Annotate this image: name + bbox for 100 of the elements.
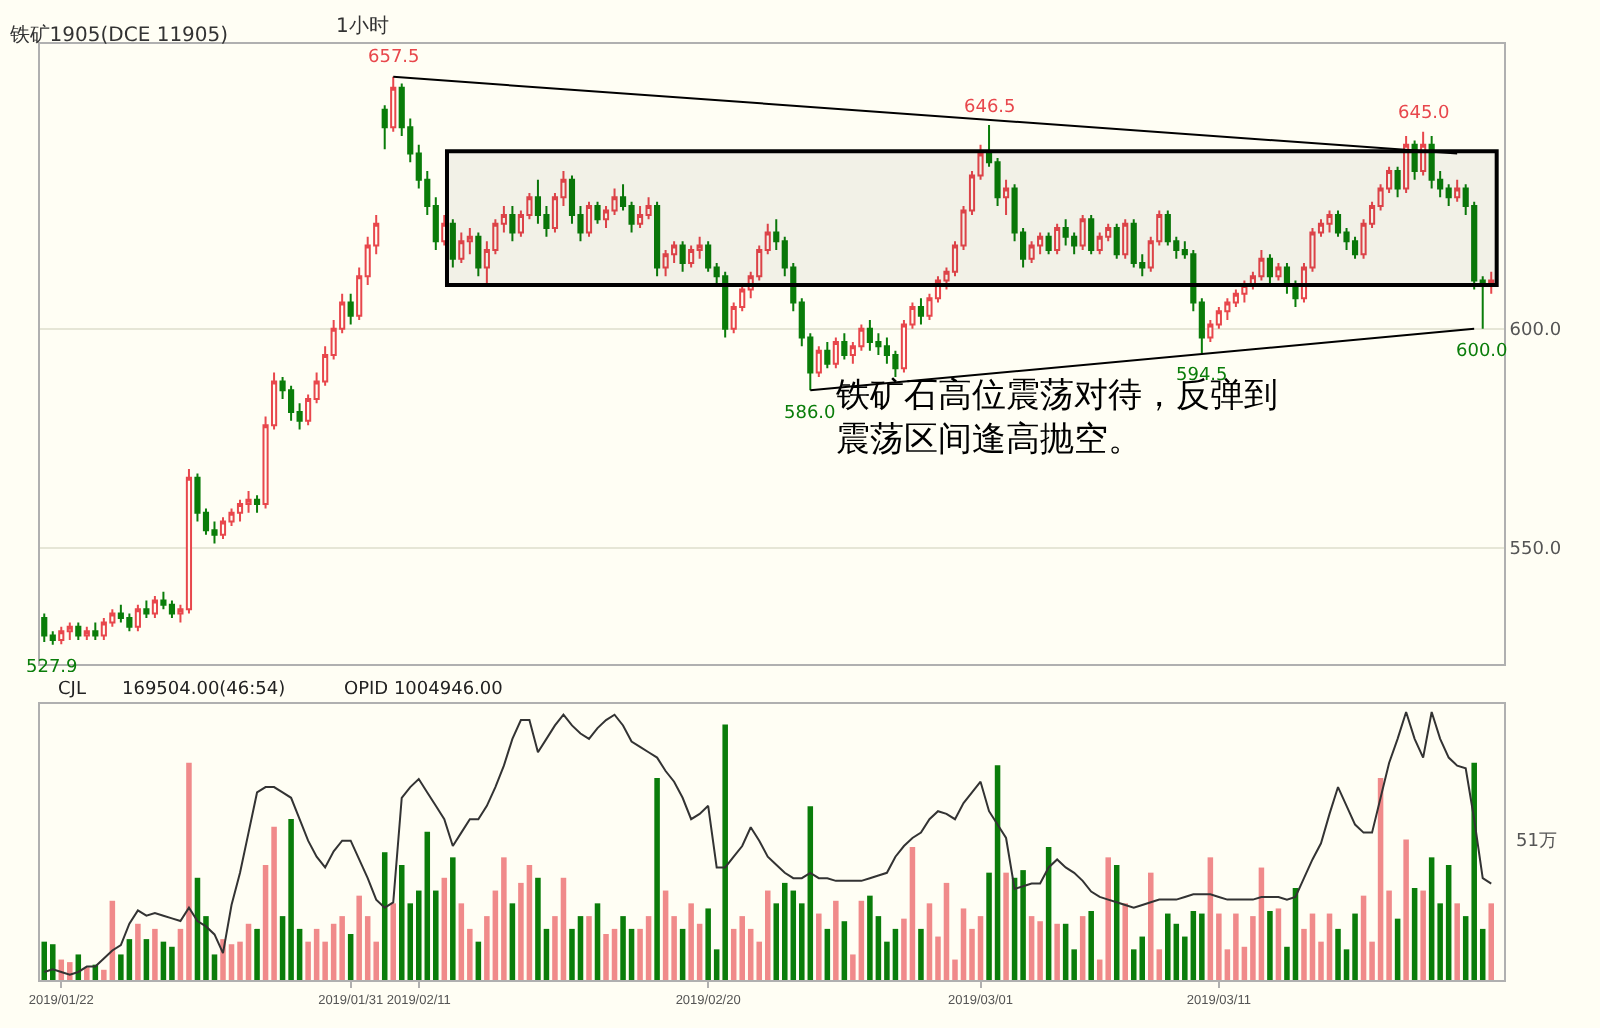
bar <box>1233 913 1239 980</box>
annotation: 646.5 <box>964 98 1016 118</box>
bar <box>841 921 848 980</box>
bar <box>450 857 456 980</box>
candlestick <box>1054 222 1061 256</box>
bar <box>271 826 277 980</box>
bar <box>611 928 618 980</box>
bar <box>1037 921 1043 980</box>
candlestick <box>75 621 82 641</box>
bar <box>960 908 967 980</box>
bar <box>356 895 362 980</box>
bar <box>1309 913 1316 980</box>
candlestick <box>41 612 48 644</box>
bar <box>1454 903 1460 980</box>
candlestick <box>1088 213 1095 256</box>
candlestick <box>288 384 295 422</box>
bar <box>509 903 516 980</box>
candlestick <box>662 248 669 278</box>
bar <box>918 928 924 980</box>
bar <box>1411 888 1418 980</box>
bar <box>228 944 235 980</box>
bar <box>1190 911 1197 980</box>
chart-subtitle: 1小时 <box>336 14 389 38</box>
candlestick <box>1420 130 1427 177</box>
bar <box>1471 762 1477 980</box>
candlestick <box>1326 209 1333 234</box>
bar <box>739 916 745 980</box>
candlestick <box>466 227 473 256</box>
candlestick <box>1351 235 1359 260</box>
candlestick <box>1130 218 1137 269</box>
bar <box>339 916 345 980</box>
candlestick <box>1079 213 1086 251</box>
candlestick <box>475 231 482 278</box>
candlestick <box>1122 218 1129 260</box>
bar <box>160 941 167 980</box>
bar <box>943 882 950 980</box>
bar <box>245 923 252 980</box>
bar <box>1275 908 1282 980</box>
bar <box>833 900 839 980</box>
bar <box>1105 857 1111 980</box>
bar <box>705 908 711 980</box>
bar <box>722 724 728 980</box>
bar <box>169 946 175 980</box>
bar <box>458 903 465 980</box>
bar <box>424 831 431 980</box>
candlestick <box>100 617 107 641</box>
bar <box>620 916 626 980</box>
annotation: 527.9 <box>26 658 79 678</box>
bar <box>892 928 899 980</box>
candlestick <box>143 599 150 619</box>
candlestick <box>66 621 73 641</box>
bar <box>398 865 405 980</box>
chart-title: 铁矿1905(DCE 11905) <box>7 22 229 47</box>
bar <box>824 928 831 980</box>
candlestick <box>449 218 456 269</box>
bar <box>313 928 320 980</box>
bar <box>679 928 686 980</box>
bar <box>535 877 541 980</box>
candlestick <box>1394 165 1401 199</box>
bar <box>501 857 507 980</box>
annotation: 586.0 <box>784 404 837 424</box>
candlestick <box>594 200 601 225</box>
candlestick <box>1241 279 1248 304</box>
candlestick <box>688 244 695 269</box>
candlestick <box>117 603 124 624</box>
candlestick <box>126 612 133 633</box>
candlestick <box>1028 240 1035 265</box>
bar <box>1003 872 1009 980</box>
candlestick <box>636 205 644 230</box>
bar <box>977 916 984 980</box>
candlestick <box>1275 262 1282 282</box>
bar <box>645 916 652 980</box>
candlestick <box>1428 135 1435 190</box>
candlestick <box>458 231 465 265</box>
bar <box>1326 913 1333 980</box>
bar <box>1199 913 1205 980</box>
candlestick <box>58 625 65 646</box>
candlestick <box>1488 270 1495 295</box>
bar <box>152 928 158 980</box>
candlestick <box>92 621 99 641</box>
bar <box>858 900 865 980</box>
bar <box>330 923 337 980</box>
y-tick-label: 550.0 <box>1509 540 1562 561</box>
candlestick <box>509 205 516 243</box>
candlestick <box>1454 178 1461 203</box>
candlestick <box>390 75 397 133</box>
bar <box>577 916 584 980</box>
bar <box>347 934 354 980</box>
bar <box>1394 918 1401 980</box>
bar <box>1139 936 1146 980</box>
text: OPID 1004946.00 <box>344 680 504 700</box>
bar <box>288 819 294 980</box>
bar <box>126 939 133 980</box>
candlestick <box>236 498 244 523</box>
bar <box>909 847 916 980</box>
candlestick <box>347 292 354 326</box>
candlestick <box>1062 218 1069 247</box>
candlestick <box>1002 178 1010 216</box>
candlestick <box>824 340 831 370</box>
bar <box>1088 911 1094 980</box>
